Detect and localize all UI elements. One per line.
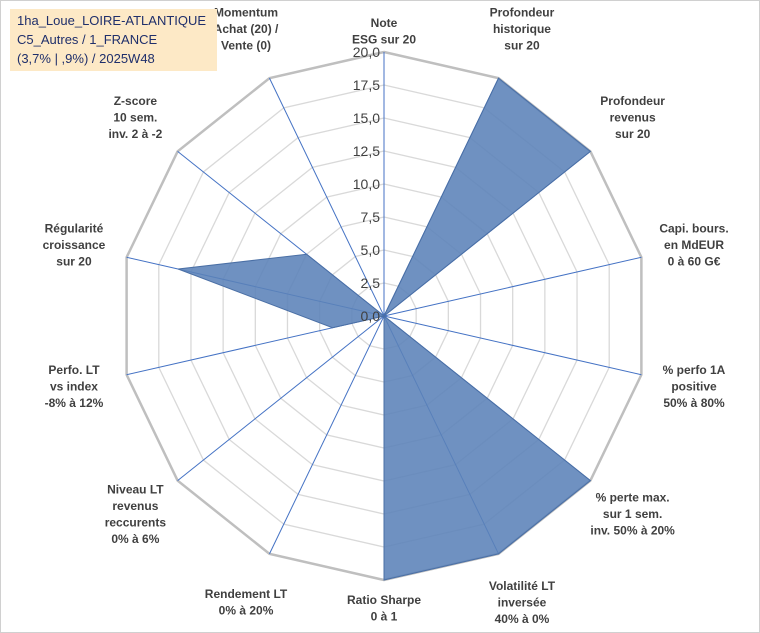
- tick-label: 2,5: [361, 275, 381, 291]
- tick-label: 20,0: [353, 44, 380, 60]
- axis-label: Capi. bours. en MdEUR 0 à 60 G€: [659, 221, 728, 268]
- axis-label: Niveau LT revenus reccurents 0% à 6%: [105, 482, 167, 546]
- series-layer: [177, 77, 592, 581]
- axis-spoke: [383, 256, 642, 317]
- axis-spoke: [269, 77, 385, 317]
- axis-label: Momentum Achat (20) / Vente (0): [214, 6, 279, 53]
- label-layer: Note ESG sur 20 Profondeur historique sur 20…: [43, 6, 729, 626]
- axis-label: % perfo 1A positive 50% à 80%: [663, 363, 726, 410]
- tick-label: 7,5: [361, 209, 381, 225]
- tick-label: 17,5: [353, 77, 380, 93]
- axis-label: Note ESG sur 20: [352, 16, 416, 47]
- chart-title-line-3: (3,7% | ,9%) / 2025W48: [17, 51, 155, 66]
- tick-label: 0,0: [361, 308, 381, 324]
- axis-label: Profondeur historique sur 20: [490, 6, 555, 53]
- tick-label: 15,0: [353, 110, 380, 126]
- axis-label: % perte max. sur 1 sem. inv. 50% à 20%: [590, 491, 675, 538]
- axis-spoke: [177, 315, 385, 481]
- tick-label: 5,0: [361, 242, 381, 258]
- tick-label: 10,0: [353, 176, 380, 192]
- axis-label: Régularité croissance sur 20: [43, 221, 106, 268]
- tick-layer: 0,0 2,5 5,0 7,5 10,0 12,5 15,0 17,5 20,0: [353, 44, 380, 324]
- axis-label: Profondeur revenus sur 20: [600, 94, 665, 141]
- tick-label: 12,5: [353, 143, 380, 159]
- series-area: [177, 77, 592, 581]
- axis-label: Ratio Sharpe 0 à 1: [347, 593, 421, 624]
- axis-spoke: [383, 315, 642, 376]
- axis-label: Rendement LT 0% à 20%: [205, 587, 288, 618]
- axis-label: Z-score 10 sem. inv. 2 à -2: [108, 94, 162, 141]
- axis-spoke: [269, 315, 385, 555]
- chart-title-line-2: C5_Autres / 1_FRANCE: [17, 32, 158, 47]
- chart-title-line-1: 1ha_Loue_LOIRE-ATLANTIQUE: [17, 13, 207, 28]
- axis-label: Volatilité LT inversée 40% à 0%: [489, 579, 556, 626]
- chart-title-box: 1ha_Loue_LOIRE-ATLANTIQUE C5_Autres / 1_…: [10, 9, 217, 71]
- axis-label: Perfo. LT vs index -8% à 12%: [45, 363, 104, 410]
